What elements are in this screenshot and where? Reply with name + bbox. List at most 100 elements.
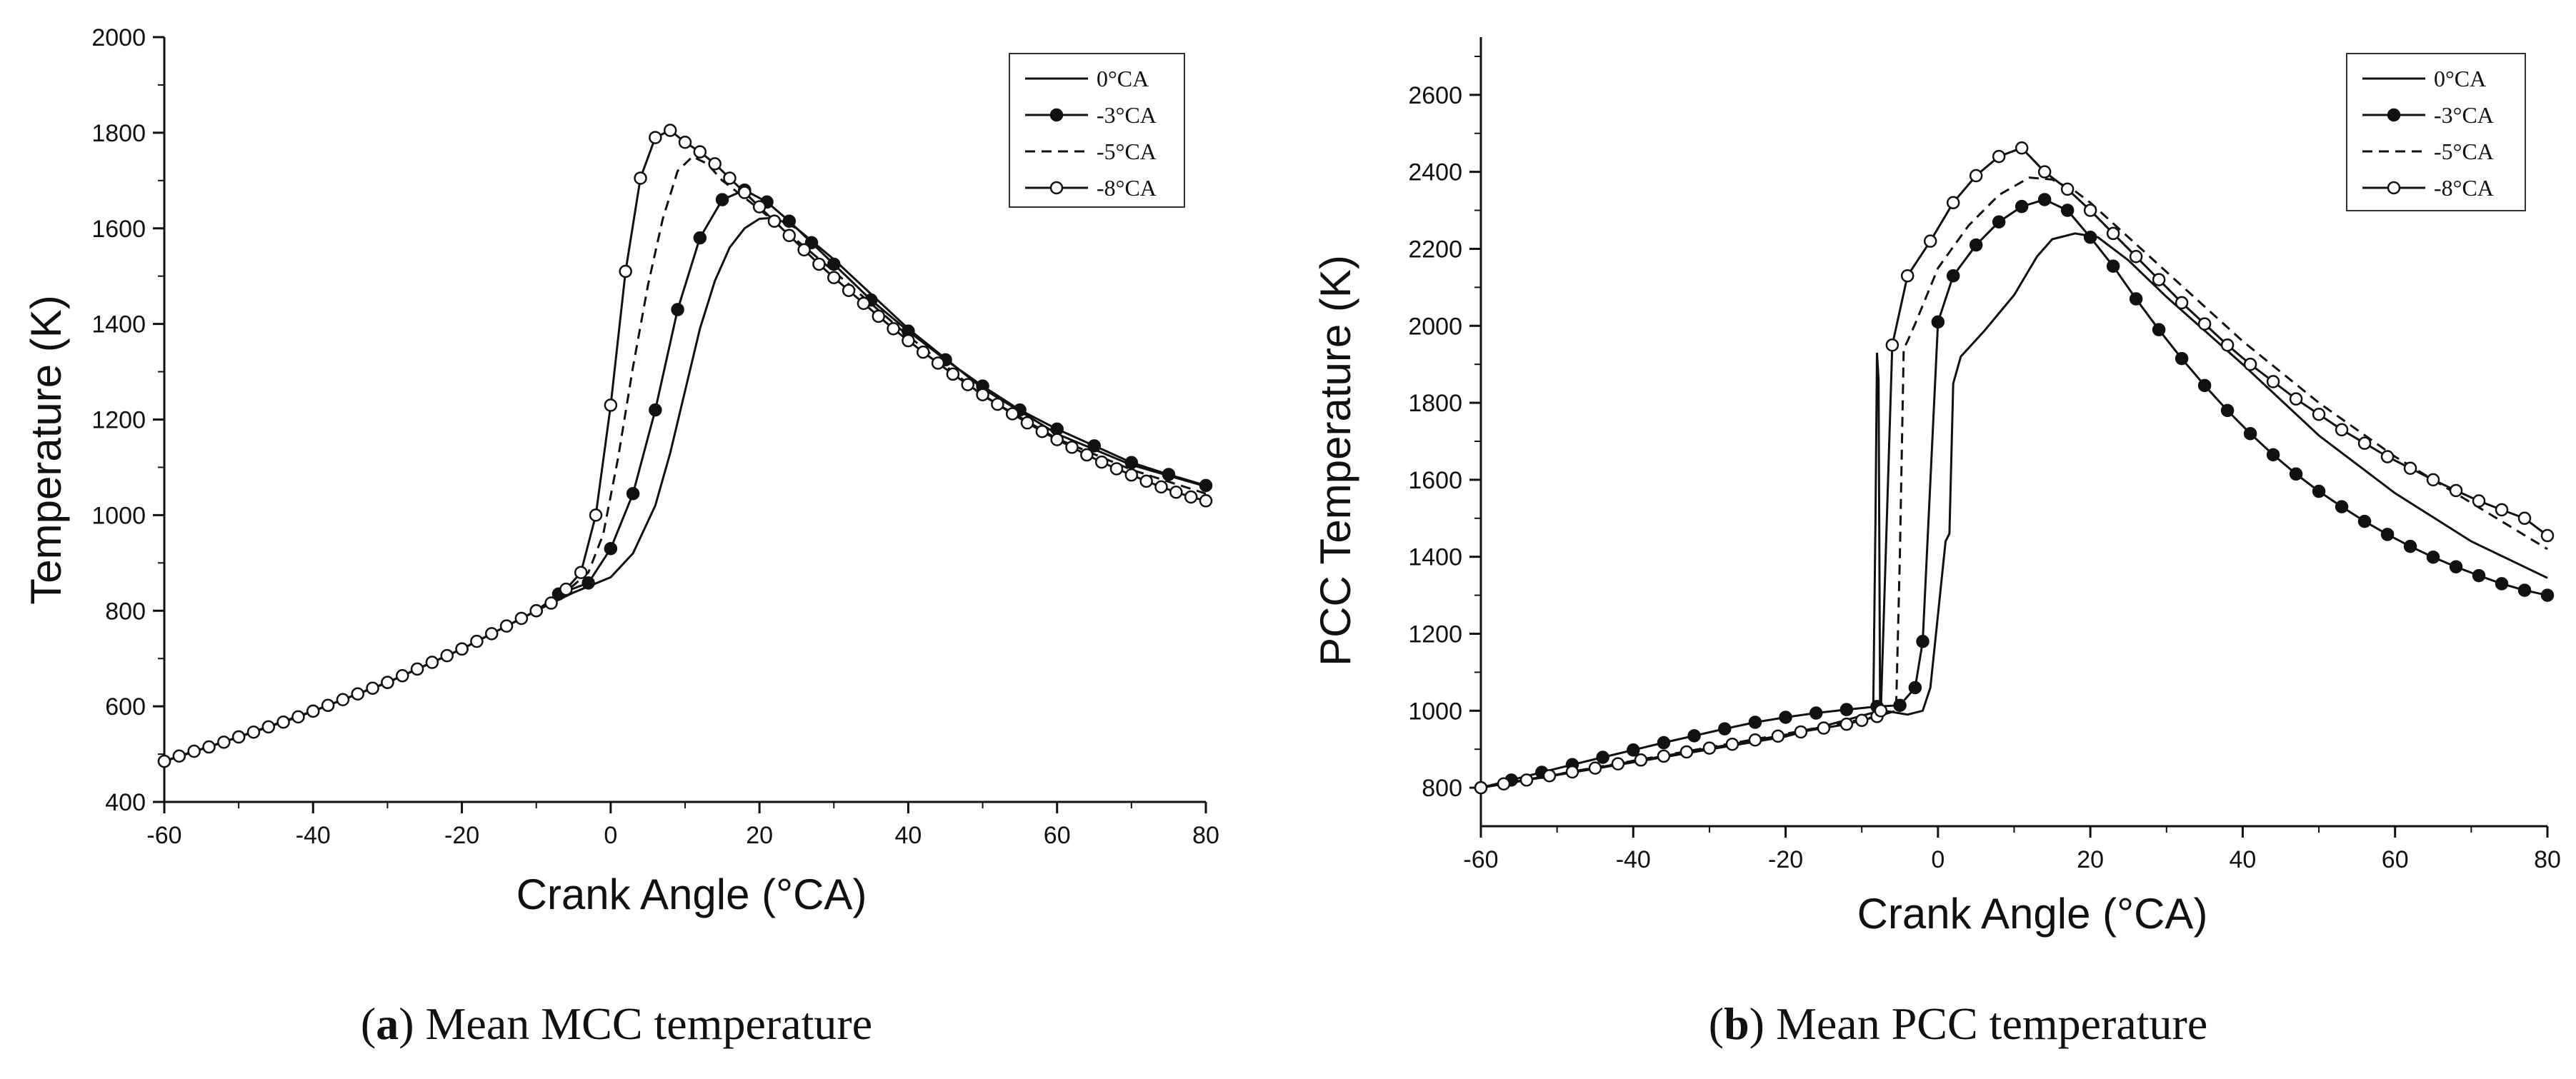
data-point-a-1 — [671, 303, 684, 316]
data-point-a-3 — [782, 229, 797, 243]
caption-a-letter: a — [376, 998, 399, 1049]
data-point-a-3 — [574, 566, 588, 579]
data-point-b-3 — [2289, 392, 2303, 406]
data-point-b-3 — [1474, 781, 1488, 795]
data-point-a-1 — [1199, 478, 1213, 493]
data-point-b-1 — [1839, 703, 1854, 716]
data-point-a-3 — [231, 730, 246, 744]
x-tick-label: -60 — [1463, 846, 1498, 873]
data-point-b-3 — [1854, 713, 1869, 728]
series-line-b-3 — [1480, 146, 2548, 789]
legend-marker — [2387, 108, 2401, 122]
legend-label: -3°CA — [2434, 102, 2494, 128]
data-point-a-3 — [1124, 468, 1139, 482]
x-axis-title-b: Crank Angle (°CA) — [1857, 890, 2208, 938]
legend-marker — [1049, 108, 1064, 122]
data-point-b-3 — [2312, 407, 2326, 421]
data-point-b-3 — [1771, 729, 1785, 743]
data-point-b-1 — [2129, 292, 2143, 306]
data-point-b-3 — [1679, 745, 1694, 759]
data-point-a-1 — [782, 214, 797, 228]
data-point-b-1 — [2015, 199, 2029, 214]
data-point-a-3 — [321, 698, 335, 713]
data-point-b-3 — [2266, 375, 2280, 388]
data-point-b-3 — [2197, 317, 2212, 331]
y-axis-title-b: PCC Temperature (K) — [1312, 255, 1359, 666]
data-point-b-1 — [2220, 403, 2235, 418]
data-point-a-1 — [626, 487, 640, 501]
legend-label: 0°CA — [1097, 66, 1149, 91]
data-point-b-1 — [2380, 528, 2395, 541]
data-point-a-3 — [440, 648, 454, 663]
legend-marker — [1049, 181, 1064, 195]
data-point-b-1 — [2152, 323, 2166, 336]
caption-b: (b) Mean PCC temperature — [1709, 998, 2208, 1049]
data-point-a-3 — [887, 322, 900, 336]
data-point-a-3 — [649, 131, 662, 144]
data-point-b-1 — [1596, 751, 1609, 764]
data-point-a-3 — [544, 596, 558, 610]
data-point-a-3 — [1020, 416, 1034, 430]
legend-label: -5°CA — [2434, 139, 2494, 164]
data-point-b-3 — [2083, 204, 2097, 217]
data-point-a-3 — [1199, 494, 1213, 508]
data-point-a-3 — [336, 693, 350, 707]
data-point-a-3 — [589, 508, 603, 522]
data-point-b-3 — [1611, 757, 1625, 771]
legend-label: -8°CA — [1097, 175, 1157, 201]
data-point-a-3 — [767, 214, 782, 228]
data-point-b-3 — [1519, 773, 1534, 787]
legend-label: -8°CA — [2434, 175, 2494, 201]
data-point-a-3 — [902, 333, 915, 348]
panel-b-pcc-temperature: -60 -40 -20 0 20 40 60 80 800 1000 1200 1400 1600 180… — [1312, 37, 2561, 938]
data-point-a-3 — [827, 271, 841, 284]
x-tick-label: -20 — [1768, 846, 1803, 873]
data-point-b-3 — [2175, 296, 2189, 310]
caption-a-text: Mean MCC temperature — [414, 998, 873, 1049]
data-point-b-1 — [2403, 539, 2417, 553]
data-point-b-3 — [2449, 483, 2463, 498]
data-point-a-3 — [1035, 424, 1049, 438]
data-point-a-3 — [470, 634, 484, 648]
data-point-b-1 — [1809, 706, 1823, 720]
data-point-a-3 — [1109, 462, 1124, 476]
data-point-a-3 — [1005, 407, 1019, 421]
data-point-b-3 — [2495, 503, 2509, 517]
data-point-a-3 — [484, 627, 499, 641]
data-point-b-3 — [1565, 765, 1579, 779]
panel-a-mcc-temperature: -60 -40 -20 0 20 40 60 80 400 600 800 1000 1200 1400 1… — [22, 24, 1219, 918]
data-point-b-1 — [1627, 743, 1640, 757]
data-point-a-3 — [1065, 441, 1079, 454]
data-point-a-3 — [961, 378, 974, 391]
legend-box — [2346, 53, 2526, 211]
x-tick-label: -40 — [1616, 846, 1651, 873]
data-point-b-3 — [1839, 717, 1854, 731]
x-tick-label: 60 — [1044, 822, 1071, 849]
data-point-b-3 — [2472, 494, 2486, 508]
data-point-b-1 — [1779, 711, 1792, 724]
data-point-b-3 — [1992, 149, 2006, 164]
data-point-a-3 — [619, 264, 632, 278]
data-point-b-1 — [1657, 736, 1671, 750]
y-tick-label: 2400 — [1408, 159, 1462, 186]
x-tick-label: -60 — [146, 822, 181, 849]
data-point-a-3 — [752, 200, 767, 214]
data-point-a-3 — [1169, 485, 1183, 499]
x-tick-label: 60 — [2382, 846, 2409, 873]
data-point-b-3 — [2357, 436, 2372, 450]
data-point-b-3 — [1497, 777, 1511, 791]
data-point-a-3 — [172, 749, 186, 763]
y-tick-label: 1000 — [1408, 698, 1462, 725]
y-tick-label: 1400 — [91, 311, 146, 338]
data-point-b-1 — [2243, 426, 2257, 441]
x-tick-label: 20 — [2077, 846, 2104, 873]
data-point-b-3 — [1748, 733, 1762, 747]
data-point-a-1 — [649, 403, 662, 417]
data-point-a-3 — [693, 145, 707, 159]
y-tick-label: 1600 — [1408, 467, 1462, 494]
x-axis-title-a: Crank Angle (°CA) — [516, 870, 867, 918]
data-point-a-3 — [410, 662, 424, 676]
data-point-a-3 — [455, 642, 469, 656]
y-tick-label: 1800 — [91, 120, 146, 147]
